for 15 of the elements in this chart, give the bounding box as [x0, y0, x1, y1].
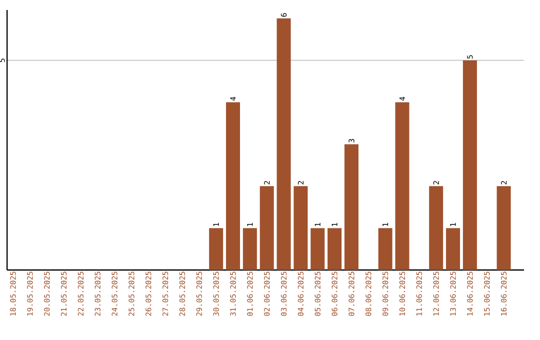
bar [378, 228, 392, 270]
bar [496, 186, 511, 270]
bar [344, 144, 358, 270]
bar [328, 228, 342, 270]
bar [294, 186, 308, 270]
bar [276, 18, 291, 270]
bar [310, 228, 325, 270]
bar [242, 228, 257, 270]
bar [462, 60, 477, 270]
bar [209, 228, 224, 270]
bar [429, 186, 444, 270]
bar [226, 102, 240, 270]
bar [260, 186, 274, 270]
bar [446, 228, 460, 270]
bar [395, 102, 410, 270]
